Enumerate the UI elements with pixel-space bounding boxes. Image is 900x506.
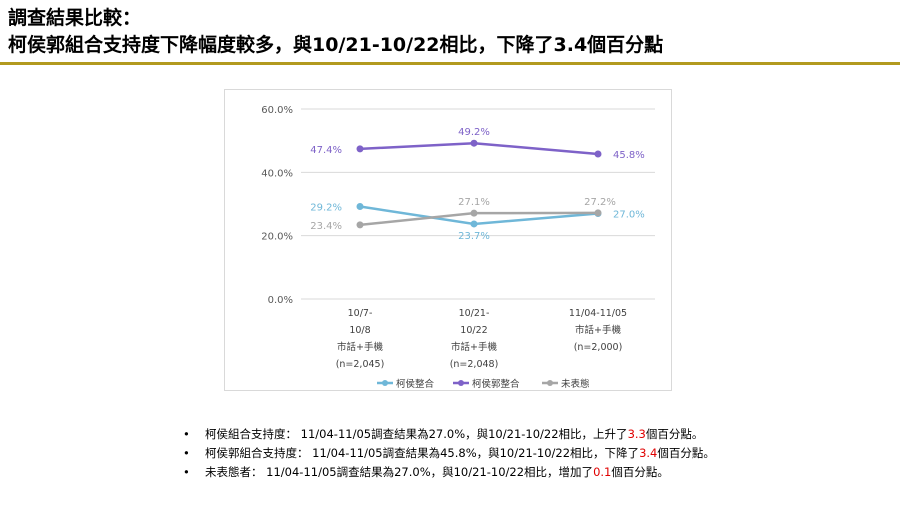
- data-point: [594, 150, 602, 158]
- legend-marker: [458, 380, 464, 386]
- data-point: [594, 209, 602, 217]
- chart-canvas: 0.0% 20.0% 40.0% 60.0% 10/7- 10/8 市話+手機 (n=2,04…: [261, 105, 655, 390]
- data-label: 47.4%: [310, 145, 342, 156]
- bullet-icon: •: [183, 465, 190, 479]
- y-tick-label: 40.0%: [261, 168, 293, 179]
- data-point: [470, 220, 478, 228]
- x-tick-label: 10/21-: [459, 308, 490, 319]
- bullet-icon: •: [183, 446, 190, 460]
- data-label: 27.0%: [613, 210, 645, 221]
- data-point: [470, 139, 478, 147]
- legend-marker: [547, 380, 553, 386]
- y-tick-label: 0.0%: [268, 295, 293, 306]
- finding-suffix: 個百分點。: [645, 427, 704, 441]
- data-point: [470, 209, 478, 217]
- data-label: 23.4%: [310, 221, 342, 232]
- x-tick-label: (n=2,045): [336, 359, 385, 370]
- page-subtitle: 柯侯郭組合支持度下降幅度較多，與10/21-10/22相比，下降了3.4個百分點: [8, 34, 664, 56]
- legend-label: 柯侯整合: [396, 378, 435, 390]
- findings-list: • 柯侯組合支持度： 11/04-11/05調查結果為27.0%，與10/21-1…: [183, 425, 715, 482]
- x-tick-label: (n=2,000): [574, 342, 623, 353]
- bullet-icon: •: [183, 427, 190, 441]
- data-label: 27.1%: [458, 197, 490, 208]
- finding-item: • 未表態者： 11/04-11/05調查結果為27.0%，與10/21-10/2…: [183, 463, 715, 482]
- x-tick-label: 10/22: [460, 325, 487, 336]
- data-point: [356, 221, 364, 229]
- data-label: 49.2%: [458, 127, 490, 138]
- finding-item: • 柯侯組合支持度： 11/04-11/05調查結果為27.0%，與10/21-1…: [183, 425, 715, 444]
- x-tick-label: 10/7-: [348, 308, 373, 319]
- finding-suffix: 個百分點。: [657, 446, 715, 460]
- page-title: 調查結果比較：: [8, 7, 142, 29]
- x-tick-label: (n=2,048): [450, 359, 499, 370]
- y-tick-label: 60.0%: [261, 105, 293, 116]
- finding-value: 0.1: [593, 465, 612, 479]
- data-label: 29.2%: [310, 203, 342, 214]
- finding-text: 未表態者： 11/04-11/05調查結果為27.0%，與10/21-10/22…: [205, 465, 594, 479]
- x-tick-label: 10/8: [349, 325, 370, 336]
- data-point: [356, 203, 364, 211]
- finding-text: 柯侯組合支持度： 11/04-11/05調查結果為27.0%，與10/21-10…: [205, 427, 628, 441]
- legend-label: 柯侯郭整合: [472, 378, 520, 390]
- data-label: 23.7%: [458, 231, 490, 242]
- legend-label: 未表態: [561, 378, 590, 390]
- legend-marker: [382, 380, 388, 386]
- x-tick-label: 市話+手機: [337, 341, 383, 353]
- data-point: [356, 145, 364, 153]
- title-divider: [0, 62, 900, 65]
- finding-suffix: 個百分點。: [611, 465, 669, 479]
- data-label: 45.8%: [613, 150, 645, 161]
- y-tick-label: 20.0%: [261, 232, 293, 243]
- line-chart: 0.0% 20.0% 40.0% 60.0% 10/7- 10/8 市話+手機 (n=2,04…: [224, 89, 672, 391]
- series-line: [359, 141, 599, 156]
- x-tick-label: 市話+手機: [575, 324, 621, 336]
- finding-item: • 柯侯郭組合支持度： 11/04-11/05調查結果為45.8%，與10/21-…: [183, 444, 715, 463]
- x-tick-label: 市話+手機: [451, 341, 497, 353]
- finding-text: 柯侯郭組合支持度： 11/04-11/05調查結果為45.8%，與10/21-1…: [205, 446, 640, 460]
- x-tick-label: 11/04-11/05: [569, 308, 627, 319]
- finding-value: 3.3: [627, 427, 646, 441]
- data-label: 27.2%: [584, 197, 616, 208]
- finding-value: 3.4: [639, 446, 658, 460]
